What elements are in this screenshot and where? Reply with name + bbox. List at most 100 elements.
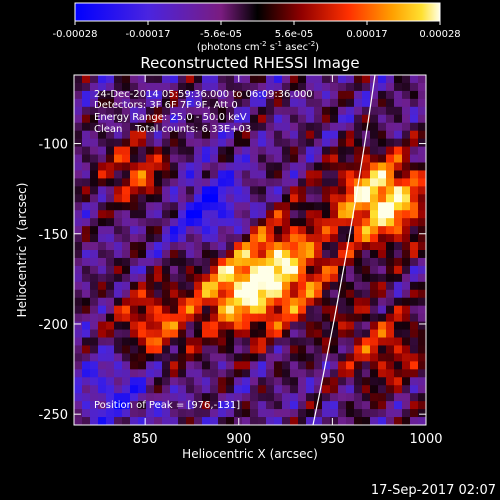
heatmap-cell	[210, 234, 219, 243]
heatmap-cell	[186, 305, 195, 315]
heatmap-cell	[242, 234, 251, 243]
heatmap-cell	[98, 313, 107, 322]
heatmap-cell	[362, 82, 371, 92]
heatmap-cell	[178, 329, 187, 338]
heatmap-cell	[354, 138, 363, 147]
heatmap-cell	[114, 345, 123, 354]
heatmap-cell	[266, 273, 275, 283]
heatmap-cell	[138, 194, 147, 203]
heatmap-cell	[218, 409, 227, 418]
heatmap-cell	[74, 265, 83, 275]
heatmap-cell	[194, 385, 203, 394]
heatmap-cell	[114, 329, 123, 338]
heatmap-cell	[194, 305, 203, 315]
heatmap-cell	[226, 417, 235, 425]
heatmap-cell	[98, 393, 107, 402]
heatmap-cell	[138, 218, 147, 227]
heatmap-cell	[98, 122, 107, 132]
heatmap-cell	[330, 162, 339, 171]
heatmap-cell	[202, 393, 211, 402]
heatmap-cell	[90, 361, 99, 370]
heatmap-cell	[386, 162, 395, 171]
heatmap-cell	[234, 210, 243, 219]
heatmap-cell	[418, 194, 426, 203]
heatmap-cell	[106, 361, 115, 370]
heatmap-cell	[410, 130, 419, 140]
heatmap-cell	[338, 98, 347, 108]
heatmap-cell	[74, 218, 83, 227]
heatmap-cell	[154, 162, 163, 171]
heatmap-cell	[314, 82, 323, 92]
heatmap-cell	[122, 122, 131, 132]
heatmap-cell	[154, 409, 163, 418]
heatmap-cell	[186, 250, 195, 259]
heatmap-cell	[250, 273, 259, 283]
colorbar-ticks: -0.00028 -0.00017 -5.6e-05 5.6e-05 0.00017 0.…	[53, 21, 461, 40]
heatmap-cell	[178, 178, 187, 187]
heatmap-cell	[266, 242, 275, 251]
heatmap-cell	[90, 417, 99, 425]
heatmap-cell	[418, 361, 426, 370]
heatmap-cell	[330, 250, 339, 259]
heatmap-cell	[386, 210, 395, 219]
heatmap-cell	[138, 178, 147, 187]
heatmap-cell	[162, 210, 171, 219]
heatmap-cell	[274, 409, 283, 418]
heatmap-cell	[178, 106, 187, 116]
heatmap-cell	[82, 170, 91, 179]
heatmap-cell	[106, 329, 115, 338]
heatmap-cell	[258, 369, 267, 378]
heatmap-cell	[178, 385, 187, 394]
heatmap-cell	[218, 289, 227, 299]
heatmap-cell	[354, 82, 363, 92]
heatmap-cell	[186, 226, 195, 235]
heatmap-cell	[370, 297, 379, 307]
heatmap-cell	[98, 369, 107, 378]
heatmap-cell	[250, 122, 259, 132]
heatmap-cell	[418, 154, 426, 163]
heatmap-cell	[122, 138, 131, 147]
heatmap-cell	[242, 409, 251, 418]
heatmap-cell	[330, 305, 339, 315]
heatmap-cell	[130, 218, 139, 227]
heatmap-cell	[98, 353, 107, 362]
heatmap-cell	[130, 417, 139, 425]
heatmap-cell	[386, 417, 395, 425]
heatmap-cell	[290, 122, 299, 132]
heatmap-cell	[242, 305, 251, 315]
heatmap-cell	[234, 218, 243, 227]
heatmap-cell	[82, 305, 91, 315]
heatmap-cell	[82, 369, 91, 378]
heatmap-cell	[138, 393, 147, 402]
heatmap-cell	[178, 361, 187, 370]
heatmap-cell	[130, 170, 139, 179]
heatmap-cell	[234, 234, 243, 243]
heatmap-cell	[234, 329, 243, 338]
heatmap-cell	[330, 218, 339, 227]
heatmap-cell	[178, 257, 187, 267]
heatmap-cell	[346, 75, 355, 84]
heatmap-cell	[98, 265, 107, 275]
heatmap-cell	[282, 202, 291, 211]
heatmap-cell	[114, 289, 123, 299]
heatmap-cell	[266, 162, 275, 171]
heatmap-cell	[418, 218, 426, 227]
heatmap-cell	[282, 297, 291, 307]
heatmap-cell	[98, 186, 107, 195]
heatmap-cell	[330, 122, 339, 132]
heatmap-cell	[178, 90, 187, 100]
heatmap-cell	[242, 361, 251, 370]
heatmap-cell	[250, 98, 259, 108]
heatmap-cell	[290, 305, 299, 315]
heatmap-cell	[258, 162, 267, 171]
heatmap-cell	[378, 353, 387, 362]
heatmap-cell	[210, 170, 219, 179]
heatmap-cell	[274, 257, 283, 267]
heatmap-cell	[146, 194, 155, 203]
heatmap-cell	[210, 321, 219, 330]
heatmap-cell	[378, 138, 387, 147]
heatmap-cell	[418, 122, 426, 132]
heatmap-cell	[162, 138, 171, 147]
heatmap-cell	[194, 361, 203, 370]
heatmap-cell	[90, 138, 99, 147]
